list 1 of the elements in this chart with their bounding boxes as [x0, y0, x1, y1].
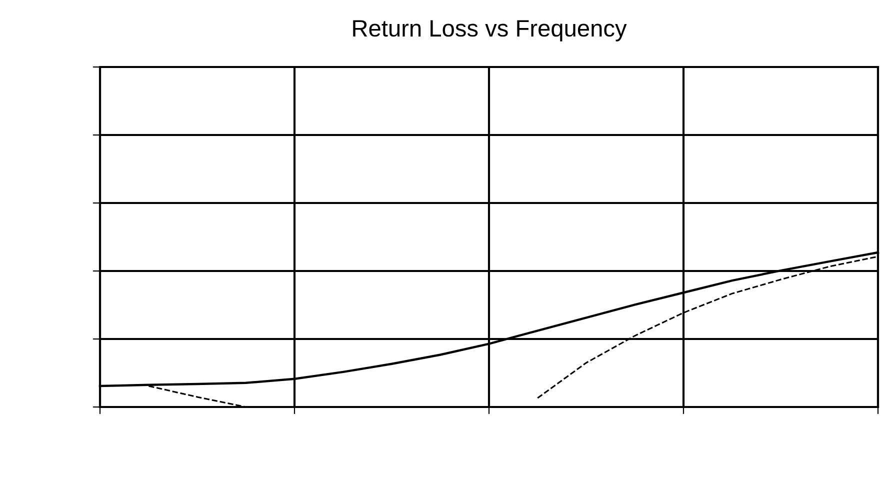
- chart-title: Return Loss vs Frequency: [353, 20, 627, 42]
